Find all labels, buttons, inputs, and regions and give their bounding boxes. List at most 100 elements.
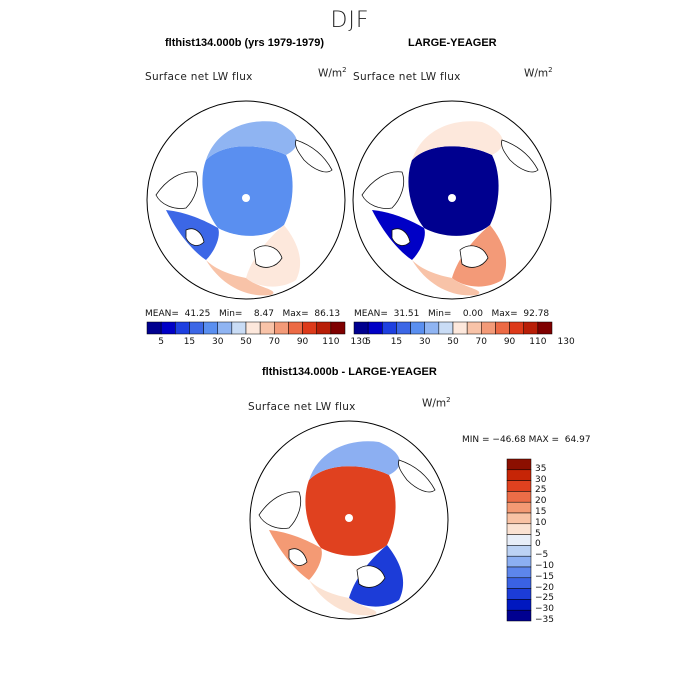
colorbar-box — [382, 321, 397, 335]
colorbar-tick-label: 110 — [529, 337, 547, 347]
colorbar-box — [245, 321, 261, 335]
colorbar-tick-label: 25 — [535, 485, 547, 496]
region-far-north-atlantic-edge- — [309, 580, 377, 616]
land-outline — [288, 548, 308, 566]
panel3-polar-map — [249, 420, 449, 620]
colorbar-tick-label: 50 — [447, 337, 459, 347]
panel1-stats: MEAN= 41.25 Min= 8.47 Max= 86.13 — [145, 309, 341, 319]
panel2-colorbar-labels: 5 15 30 50 70 90 110 130 — [354, 337, 574, 349]
colorbar-tick-label: 50 — [240, 337, 252, 347]
colorbar-box — [203, 321, 218, 335]
colorbar-box — [438, 321, 454, 335]
colorbar-box — [330, 321, 346, 335]
colorbar-tick-label: −10 — [535, 561, 554, 571]
colorbar-box — [175, 321, 190, 335]
colorbar-tick-label: 35 — [535, 463, 547, 474]
colorbar-box — [274, 321, 289, 335]
land-outline — [391, 228, 411, 246]
region-north-pacific-bering — [206, 121, 297, 160]
colorbar-tick-label: −25 — [535, 593, 554, 604]
land-outline — [258, 491, 302, 529]
colorbar-box — [506, 491, 532, 503]
land-outline — [295, 139, 333, 173]
colorbar-tick-label: 30 — [211, 337, 224, 347]
colorbar-box — [424, 321, 440, 335]
colorbar-tick-label: 15 — [535, 507, 547, 517]
colorbar-box — [396, 321, 411, 335]
colorbar-box — [495, 321, 510, 335]
panel3-field-label: Surface net LW flux — [248, 401, 356, 413]
panel1-units: W/m2 — [318, 66, 347, 80]
colorbar-box — [259, 321, 275, 335]
region-north-pacific-bering — [412, 121, 503, 160]
colorbar-tick-label: 15 — [390, 337, 403, 347]
panel1-title: flthist134.000b (yrs 1979-1979) — [165, 37, 324, 49]
panel1-colorbar — [146, 321, 346, 335]
panel1-colorbar-labels: 5 15 30 50 70 90 110 130 — [147, 337, 367, 349]
colorbar-box — [506, 545, 532, 557]
land-outline — [398, 459, 436, 493]
colorbar-box — [506, 480, 532, 492]
figure-title: DJF — [330, 8, 370, 33]
colorbar-box — [523, 321, 539, 335]
colorbar-tick-label: 130 — [557, 337, 575, 347]
panel2-title: LARGE-YEAGER — [408, 37, 497, 49]
colorbar-box — [189, 321, 204, 335]
colorbar-tick-label: 5 — [365, 337, 371, 347]
colorbar-tick-label: 5 — [158, 337, 164, 347]
colorbar-box — [506, 512, 532, 525]
panel2-field-label: Surface net LW flux — [353, 71, 461, 83]
colorbar-box — [288, 321, 303, 335]
land-outline — [361, 171, 405, 209]
colorbar-box — [231, 321, 247, 335]
panel3-colorbar — [506, 458, 532, 622]
colorbar-tick-label: 90 — [503, 337, 516, 347]
panel3-title: flthist134.000b - LARGE-YEAGER — [262, 366, 437, 378]
colorbar-tick-label: 110 — [322, 337, 340, 347]
region-arctic-ocean-interior — [305, 466, 396, 556]
colorbar-box — [217, 321, 233, 335]
colorbar-tick-label: 30 — [535, 474, 547, 485]
colorbar-box — [506, 609, 532, 622]
colorbar-box — [506, 534, 532, 546]
colorbar-box — [410, 321, 425, 335]
pole-hole — [242, 194, 250, 202]
colorbar-box — [506, 577, 532, 589]
panel2-units: W/m2 — [524, 66, 553, 80]
colorbar-box — [302, 321, 317, 335]
panel3-stats: MIN = −46.68 MAX = 64.97 — [462, 435, 591, 445]
colorbar-tick-label: 70 — [268, 337, 280, 347]
colorbar-box — [506, 458, 532, 471]
colorbar-box — [506, 523, 532, 535]
colorbar-box — [452, 321, 468, 335]
land-outline — [356, 565, 386, 588]
map-border — [146, 100, 346, 300]
colorbar-box — [537, 321, 553, 335]
region-far-north-atlantic-edge- — [412, 260, 480, 296]
panel3-units: W/m2 — [422, 396, 451, 410]
colorbar-box — [506, 566, 532, 579]
panel2-stats: MEAN= 31.51 Min= 0.00 Max= 92.78 — [354, 309, 550, 319]
panel1-field-label: Surface net LW flux — [145, 71, 253, 83]
panel3-colorbar-labels: 35 30 25 20 15 10 5 0 −5 −10 −15 −20 −25 −30 −35 — [535, 459, 575, 625]
panel2-polar-map — [352, 100, 552, 300]
colorbar-tick-label: 70 — [475, 337, 487, 347]
colorbar-tick-label: 130 — [350, 337, 368, 347]
colorbar-box — [506, 599, 532, 611]
colorbar-tick-label: −5 — [535, 550, 549, 561]
map-border — [352, 100, 552, 300]
land-outline — [253, 245, 283, 268]
colorbar-box — [506, 501, 532, 514]
pole-hole — [345, 514, 353, 522]
map-border — [249, 420, 449, 620]
colorbar-tick-label: −20 — [535, 582, 554, 593]
colorbar-tick-label: 30 — [418, 337, 431, 347]
colorbar-tick-label: 20 — [535, 496, 547, 507]
colorbar-box — [506, 469, 532, 481]
colorbar-box — [353, 321, 369, 335]
colorbar-box — [506, 588, 532, 600]
colorbar-tick-label: 15 — [183, 337, 196, 347]
colorbar-tick-label: 5 — [535, 528, 541, 539]
colorbar-tick-label: 10 — [535, 517, 547, 528]
region-arctic-ocean-interior — [408, 146, 499, 236]
